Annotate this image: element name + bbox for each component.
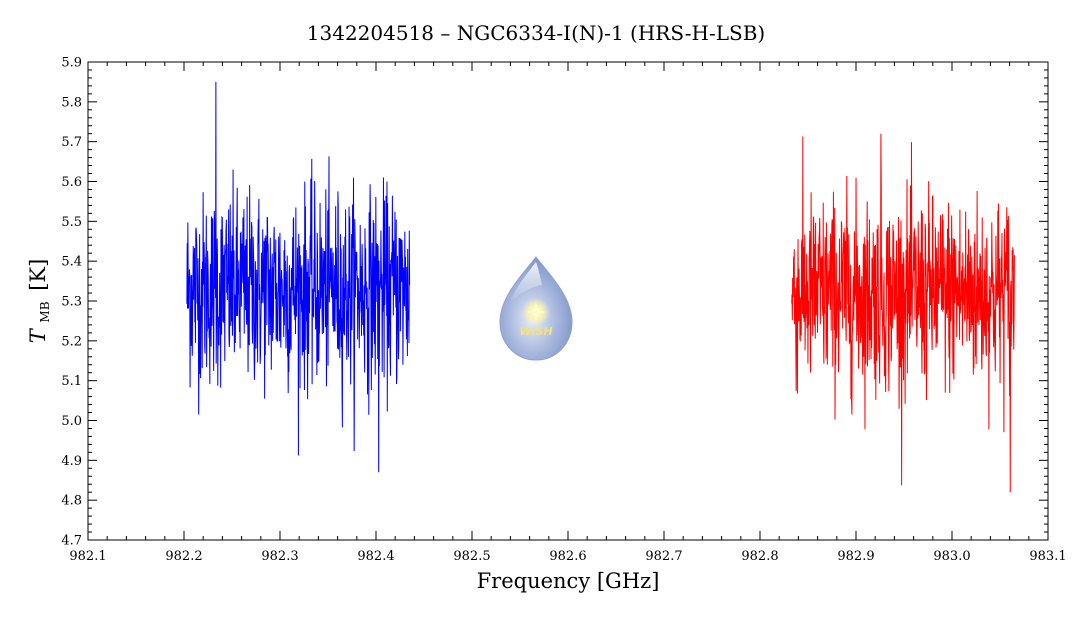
tick-labels-layer: 982.1 982.2 982.3 982.4 982.5 982.6 982.7 982.8…	[61, 56, 1066, 565]
x-tick-label: 982.6	[549, 549, 586, 564]
y-tick-label: 5.6	[61, 175, 82, 190]
y-tick-label: 5.3	[61, 295, 82, 310]
x-tick-label: 982.8	[741, 549, 778, 564]
series-line-1	[186, 81, 411, 473]
x-tick-label: 983.0	[933, 549, 970, 564]
y-tick-label: 5.9	[61, 56, 82, 71]
chart-title: 1342204518 – NGC6334-I(N)-1 (HRS-H-LSB)	[307, 21, 765, 45]
series-layer	[186, 81, 1015, 493]
series-line-2	[791, 133, 1015, 493]
x-tick-label: 982.2	[165, 549, 202, 564]
x-tick-label: 982.3	[261, 549, 298, 564]
x-tick-label: 982.1	[69, 549, 106, 564]
x-tick-label: 982.9	[837, 549, 874, 564]
x-tick-label: 982.7	[645, 549, 682, 564]
x-tick-label: 983.1	[1029, 549, 1066, 564]
y-axis-title-unit: [K]	[26, 259, 50, 291]
x-tick-label: 982.5	[453, 549, 490, 564]
x-axis-title: Frequency [GHz]	[477, 569, 660, 593]
y-tick-label: 5.1	[61, 374, 82, 389]
y-tick-label: 5.4	[61, 255, 82, 270]
y-axis-title-sub: MB	[38, 301, 52, 322]
y-tick-label: 4.8	[61, 494, 82, 509]
y-tick-label: 5.5	[61, 215, 82, 230]
y-tick-label: 4.7	[61, 534, 82, 549]
y-tick-label: 4.9	[61, 454, 82, 469]
y-axis-title-main: T	[26, 327, 50, 343]
y-tick-label: 5.0	[61, 414, 82, 429]
logo-text: WISH	[519, 325, 552, 338]
y-axis-title: T MB [K]	[26, 259, 54, 344]
x-tick-label: 982.4	[357, 549, 394, 564]
y-tick-label: 5.8	[61, 95, 82, 110]
y-tick-label: 5.2	[61, 334, 82, 349]
y-tick-label: 5.7	[61, 135, 82, 150]
ticks-layer	[87, 61, 1049, 541]
wish-droplet-logo-icon: WISH	[499, 256, 573, 361]
